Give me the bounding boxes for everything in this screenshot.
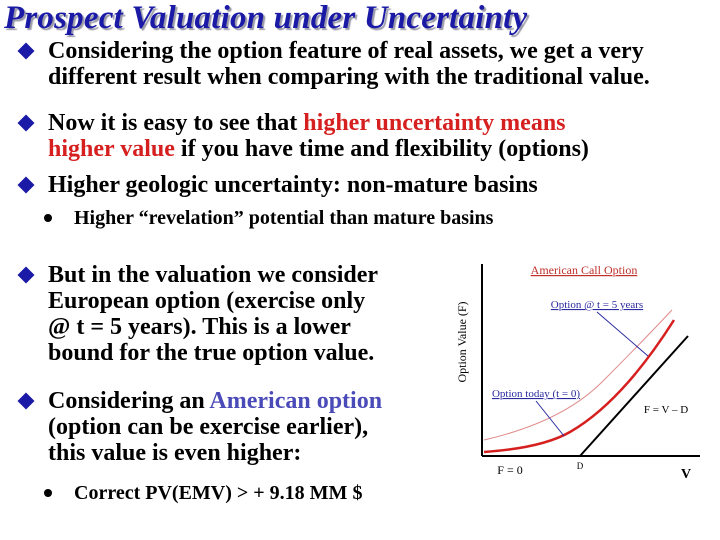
x-axis-label: V xyxy=(681,467,691,482)
bullet-text-line: higher value if you have time and flexib… xyxy=(14,136,589,162)
bullet-text-line: But in the valuation we consider xyxy=(48,262,379,288)
round-bullet-icon xyxy=(44,214,52,222)
option-value-diagram: Option Value (F) American Call Option Op… xyxy=(452,252,714,484)
highlight-red-text: higher value xyxy=(48,136,175,162)
bullet-text: Now it is easy to see that xyxy=(48,110,304,136)
bullet-text-line: Correct PV(EMV) > + 9.18 MM $ xyxy=(74,482,363,504)
bullet-text-line: Considering an American option xyxy=(14,388,382,414)
option-t5-curve xyxy=(483,309,673,441)
option-today-curve xyxy=(483,319,676,454)
y-axis-label: Option Value (F) xyxy=(455,301,469,382)
bullet-text-line: European option (exercise only xyxy=(48,288,366,314)
bullet-higher-uncertainty: Now it is easy to see that higher uncert… xyxy=(14,110,589,162)
option-t5-pointer xyxy=(596,311,649,357)
f-zero-label: F = 0 xyxy=(497,463,522,477)
highlight-blue-text: American option xyxy=(209,388,383,414)
bullet-text-line: Now it is easy to see that higher uncert… xyxy=(14,110,589,136)
bullet-option-feature: Considering the option feature of real a… xyxy=(14,38,650,90)
bullet-text-line: bound for the true option value. xyxy=(48,340,375,366)
bullet-text-line: Higher geologic uncertainty: non-mature … xyxy=(48,172,538,198)
bullet-american-option: Considering an American option (option c… xyxy=(14,388,382,466)
american-call-label: American Call Option xyxy=(531,263,638,277)
bullet-text-line: (option can be exercise earlier), xyxy=(48,414,369,440)
bullet-text: if you have time and flexibility (option… xyxy=(174,136,589,162)
option-t5-label: Option @ t = 5 years xyxy=(551,299,643,311)
highlight-red-text: higher uncertainty means xyxy=(303,110,566,136)
d-tick-label: D xyxy=(577,461,584,471)
bullet-text-line: different result when comparing with the… xyxy=(48,64,650,90)
payoff-label: F = V – D xyxy=(644,404,688,416)
option-today-pointer xyxy=(535,400,565,437)
round-bullet-icon xyxy=(44,489,52,497)
bullet-text-line: this value is even higher: xyxy=(48,440,302,466)
bullet-text-line: Considering the option feature of real a… xyxy=(48,38,644,64)
bullet-text: Considering an xyxy=(48,388,210,414)
payoff-line xyxy=(579,335,689,457)
subbullet-correct-pv: Correct PV(EMV) > + 9.18 MM $ xyxy=(40,482,362,504)
option-today-label: Option today (t = 0) xyxy=(492,388,580,400)
bullet-text-line: Higher “revelation” potential than matur… xyxy=(74,207,494,229)
bullet-geologic-uncertainty: Higher geologic uncertainty: non-mature … xyxy=(14,172,538,198)
slide-title: Prospect Valuation under Uncertainty xyxy=(4,0,528,36)
bullet-text-line: @ t = 5 years). This is a lower xyxy=(48,314,351,340)
subbullet-revelation: Higher “revelation” potential than matur… xyxy=(40,207,493,229)
option-value-svg: Option Value (F) American Call Option Op… xyxy=(455,263,700,482)
bullet-european-option: But in the valuation we consider Europea… xyxy=(14,262,378,366)
